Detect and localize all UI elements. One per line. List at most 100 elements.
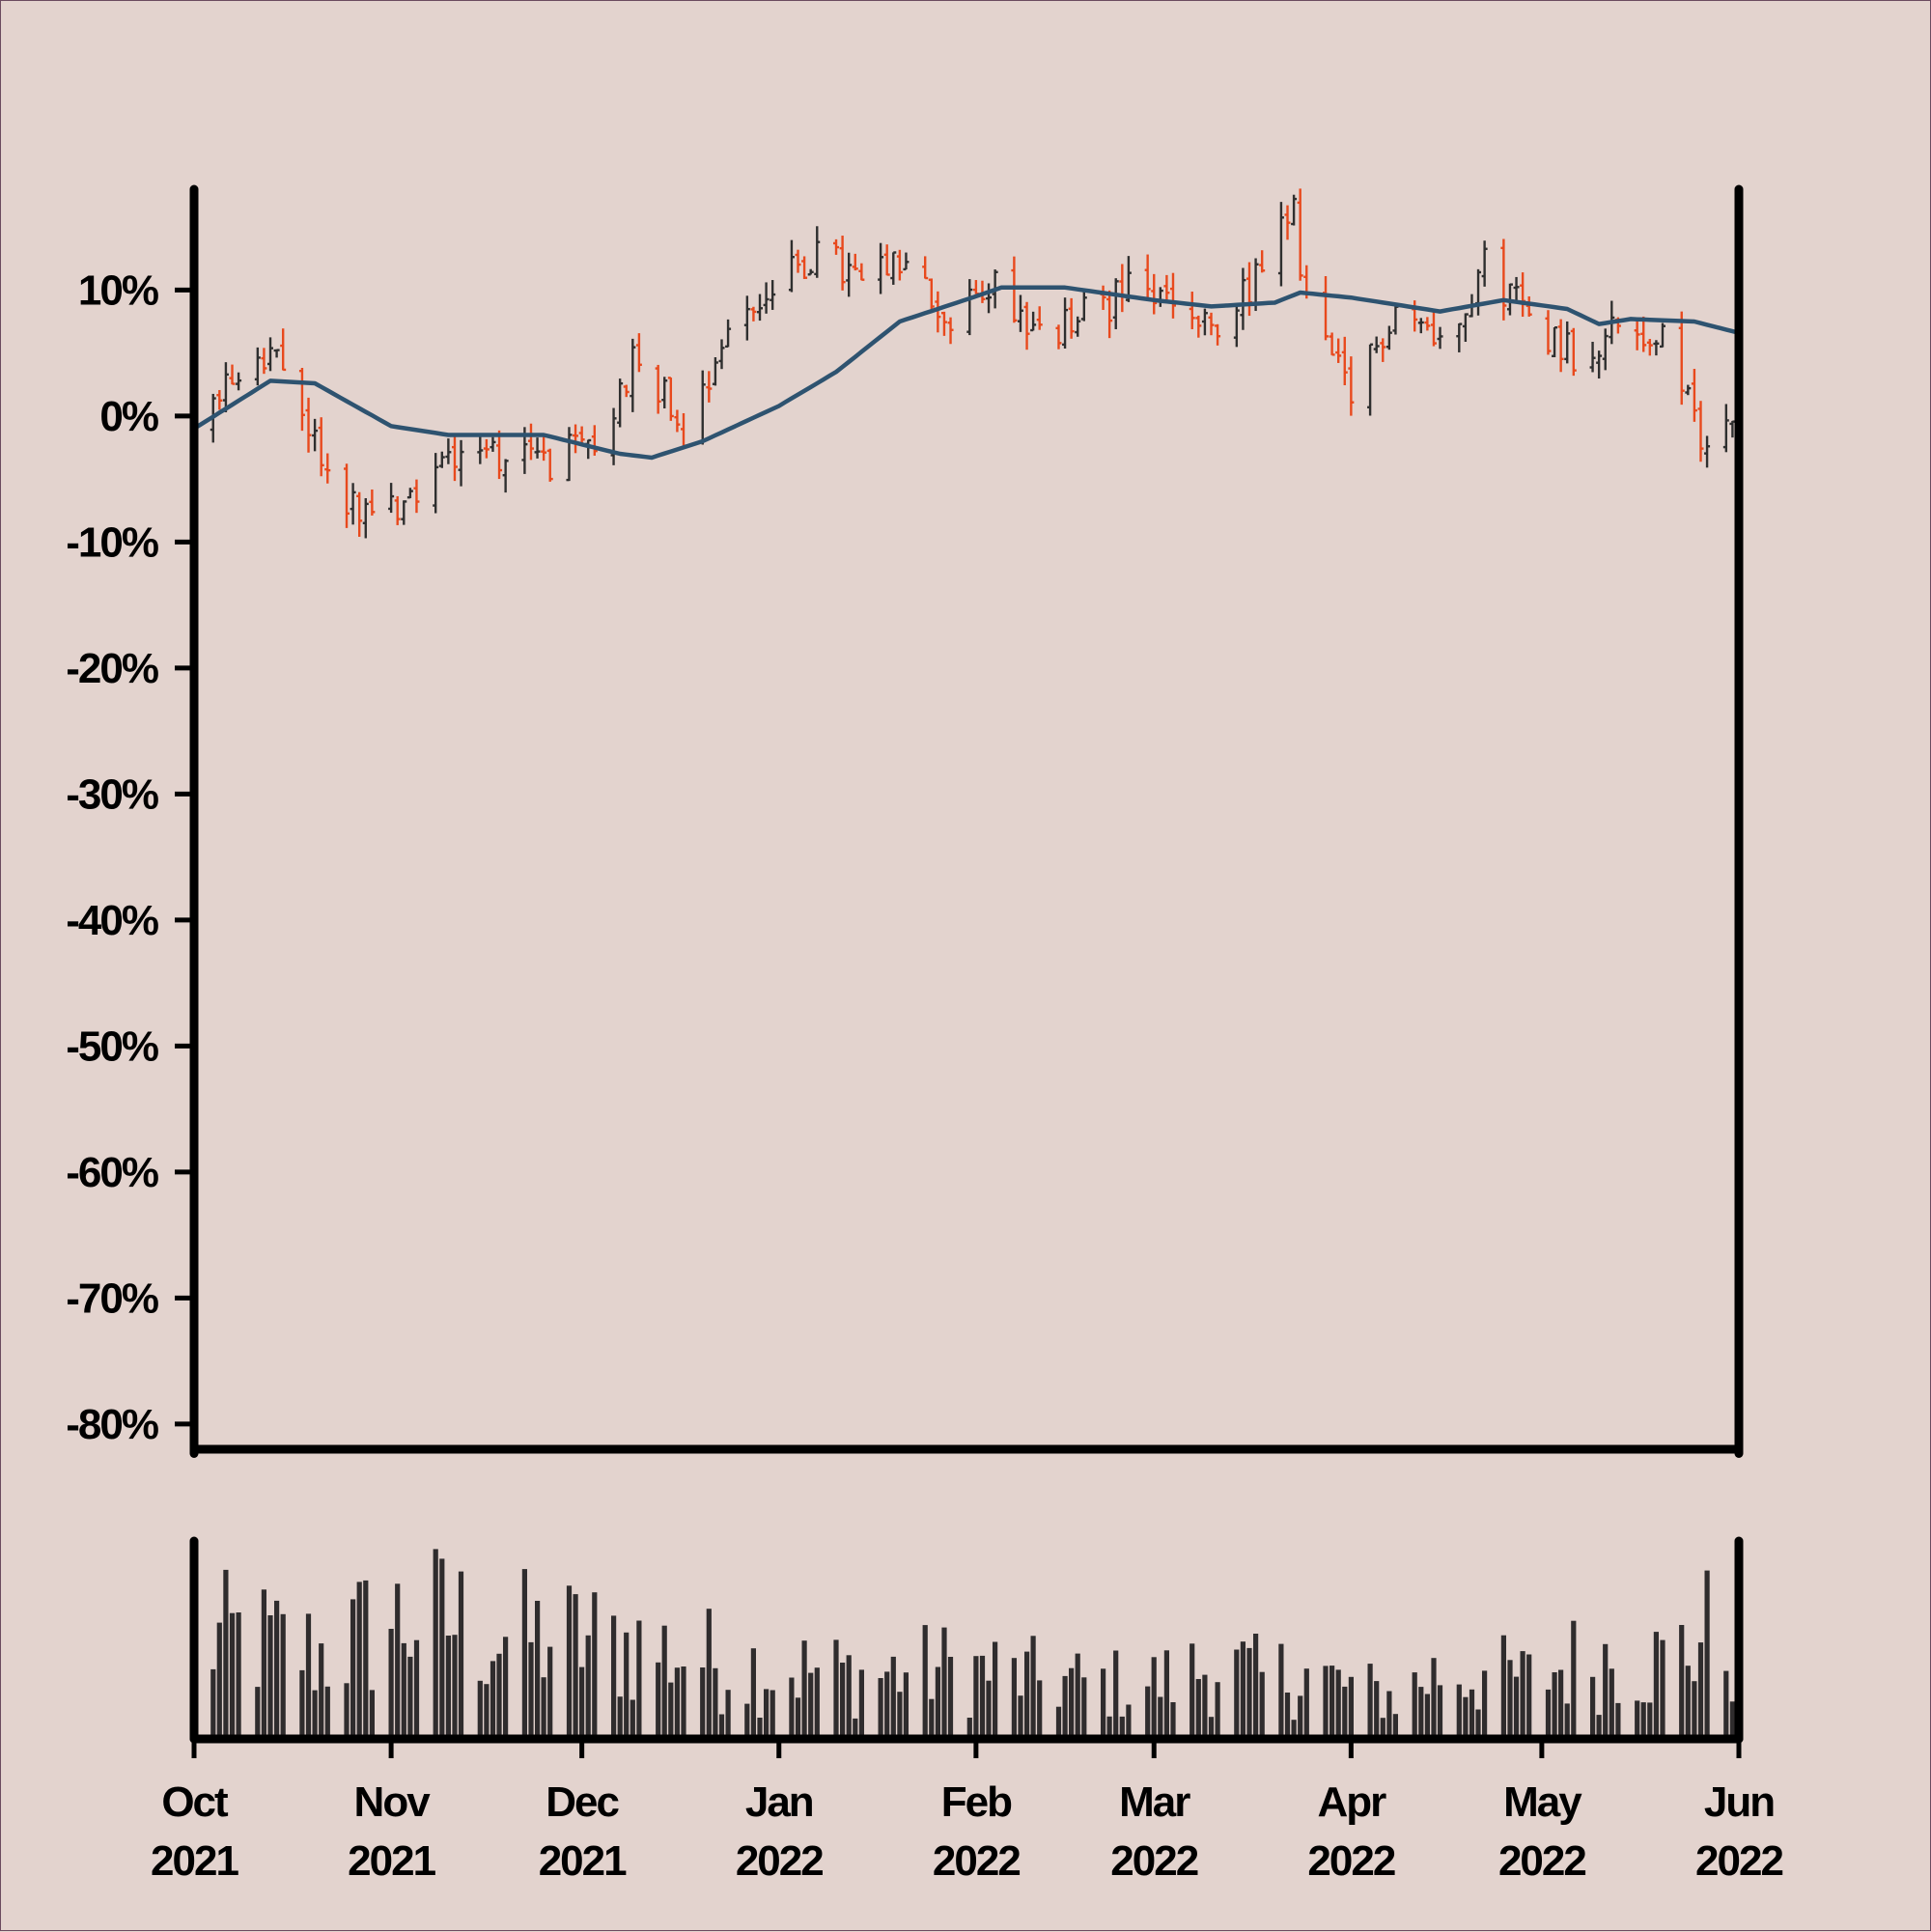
ohlc-bar-up	[1659, 322, 1665, 349]
ohlc-bar-up	[1456, 322, 1463, 352]
volume-bar	[407, 1656, 413, 1739]
volume-bar	[1679, 1625, 1685, 1739]
ohlc-bar-down	[1189, 292, 1195, 329]
ohlc-bar-up	[566, 427, 573, 482]
volume-bar	[1062, 1675, 1068, 1739]
volume-bar	[1596, 1715, 1602, 1739]
volume-bar	[255, 1687, 261, 1739]
ohlc-bar-up	[1291, 194, 1298, 226]
volume-bar	[1469, 1689, 1475, 1739]
ohlc-bar-down	[1323, 275, 1329, 341]
volume-bar	[897, 1692, 903, 1739]
volume-bar	[433, 1549, 438, 1739]
volume-bar	[795, 1697, 801, 1739]
ohlc-bar-up	[986, 283, 993, 314]
volume-bar	[1367, 1664, 1373, 1739]
volume-bar	[1640, 1702, 1646, 1739]
volume-bar	[344, 1683, 350, 1739]
volume-bar	[1259, 1671, 1265, 1739]
x-tick-label-month: May	[1503, 1778, 1582, 1826]
volume-bar	[1329, 1666, 1335, 1739]
volume-bar	[1126, 1704, 1132, 1739]
volume-bar	[521, 1569, 527, 1739]
ohlc-bar-up	[477, 433, 484, 464]
volume-panel: Oct 2021 Nov 2021 Dec 2021 Jan 2022 Feb 2022 Mar 20…	[151, 1536, 1784, 1885]
volume-bar	[401, 1642, 406, 1739]
volume-bar	[274, 1600, 280, 1739]
volume-bar	[636, 1620, 642, 1739]
volume-bar	[1081, 1677, 1087, 1739]
ohlc-bar-down	[1208, 312, 1215, 336]
volume-bar	[439, 1558, 445, 1739]
volume-bar	[1055, 1706, 1062, 1739]
ohlc-bar-up	[770, 280, 776, 310]
x-tick-label-year: 2022	[1307, 1837, 1394, 1885]
volume-bar	[966, 1718, 972, 1739]
volume-bar	[1647, 1702, 1653, 1739]
ohlc-bar-down	[216, 389, 223, 410]
ohlc-bar-down	[1036, 306, 1043, 330]
ohlc-bar-down	[1525, 295, 1532, 317]
ohlc-bar-up	[966, 279, 973, 336]
ohlc-bar-up	[1602, 328, 1609, 371]
ohlc-bar-up	[585, 438, 592, 460]
volume-bar	[363, 1580, 369, 1739]
ohlc-bar-down	[1520, 272, 1526, 318]
volume-bar	[770, 1690, 775, 1739]
x-tick-label-month: Apr	[1317, 1778, 1386, 1826]
ohlc-bar-down	[344, 463, 350, 528]
ohlc-bar-down	[1119, 264, 1126, 313]
volume-bar	[452, 1635, 458, 1739]
ohlc-bar-up	[1157, 287, 1163, 307]
volume-bar	[1545, 1689, 1552, 1739]
ohlc-bar-down	[1570, 327, 1577, 377]
ohlc-bar-up	[661, 377, 668, 408]
ohlc-bar-up	[236, 372, 242, 391]
volume-bar	[1024, 1651, 1030, 1739]
volume-bar	[280, 1613, 286, 1739]
y-tick-label: -40%	[66, 897, 158, 944]
ohlc-bar-up	[267, 337, 274, 372]
y-tick-label: -20%	[66, 645, 158, 692]
volume-bar	[1392, 1714, 1398, 1739]
volume-bar	[1692, 1681, 1697, 1739]
volume-bar	[1208, 1717, 1215, 1739]
volume-bar	[1253, 1634, 1259, 1739]
ohlc-bar-up	[1277, 202, 1284, 287]
volume-bar	[840, 1663, 846, 1739]
ohlc-bar-up	[1201, 308, 1208, 336]
volume-bar	[388, 1629, 394, 1739]
x-tick-label-year: 2021	[151, 1837, 238, 1885]
ohlc-bar-down	[318, 417, 324, 477]
ohlc-bar-up	[490, 436, 496, 452]
x-tick-label-year: 2022	[1110, 1837, 1197, 1885]
volume-bar	[579, 1666, 585, 1739]
ohlc-bar-down	[394, 495, 401, 525]
volume-bar	[261, 1589, 266, 1739]
ohlc-bar-down	[706, 371, 713, 403]
ohlc-bar-down	[496, 430, 503, 480]
volume-bar	[1291, 1720, 1297, 1739]
ohlc-bar-down	[935, 291, 941, 333]
volume-bar	[1609, 1668, 1614, 1739]
volume-bar	[1463, 1696, 1469, 1739]
ohlc-bar-down	[356, 491, 363, 537]
ohlc-bar-up	[699, 370, 706, 445]
volume-bar	[395, 1583, 401, 1739]
ohlc-bar-down	[1329, 332, 1335, 356]
ohlc-bar-down	[680, 412, 686, 448]
volume-bar	[1431, 1658, 1437, 1739]
ohlc-bar-up	[222, 362, 229, 413]
ohlc-bar-up	[1385, 325, 1392, 350]
volume-bar	[1298, 1695, 1303, 1739]
volume-bar	[356, 1582, 362, 1739]
volume-bar	[1113, 1650, 1119, 1739]
volume-bar	[528, 1641, 534, 1739]
volume-bar	[216, 1622, 222, 1739]
ohlc-bar-up	[814, 226, 821, 278]
ohlc-bar-up	[718, 339, 725, 370]
ohlc-bar-down	[1144, 254, 1151, 301]
ohlc-bar-up	[254, 347, 261, 386]
ohlc-bar-up	[1112, 278, 1119, 329]
